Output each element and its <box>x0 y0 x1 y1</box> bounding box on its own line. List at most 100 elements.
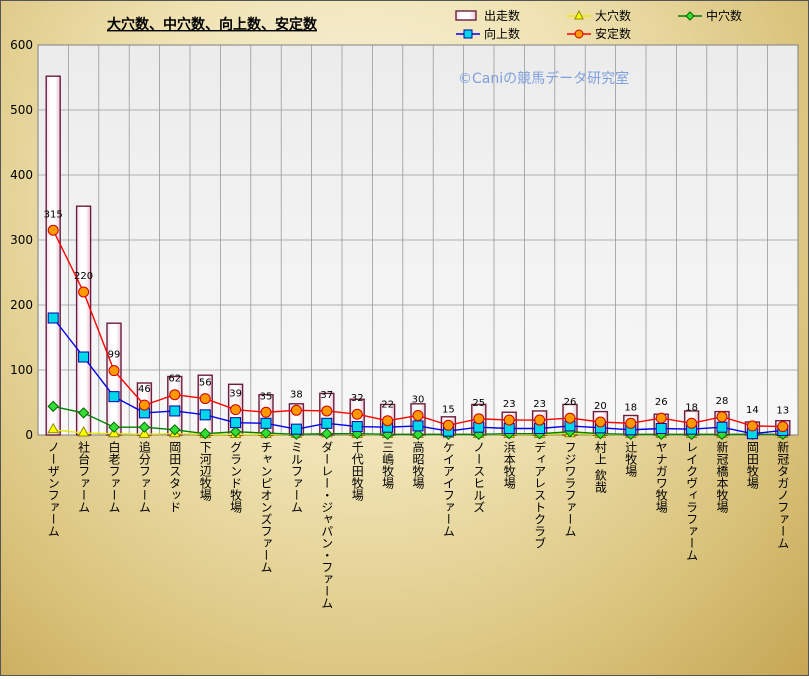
legend-label: 大穴数 <box>595 8 631 23</box>
x-tick-label: 三嶋牧場 <box>381 441 395 490</box>
data-label: 56 <box>199 378 212 389</box>
watermark: ©Caniの競馬データ研究室 <box>458 70 629 87</box>
data-label: 38 <box>290 389 303 400</box>
point-diamond <box>169 424 181 436</box>
data-label: 26 <box>655 397 668 408</box>
legend-label: 中穴数 <box>706 8 742 23</box>
point-circle <box>564 412 576 424</box>
x-tick-label: ノーザンファーム <box>46 441 60 537</box>
point-circle <box>351 408 363 420</box>
point-circle <box>138 399 150 411</box>
point-diamond <box>199 427 211 440</box>
point-square <box>260 417 272 429</box>
y-tick-label: 400 <box>10 168 33 182</box>
legend-marker-circle <box>574 29 584 39</box>
legend-item: 中穴数 <box>678 8 742 23</box>
data-label: 32 <box>351 393 364 404</box>
legend-label: 安定数 <box>595 26 631 41</box>
data-label: 23 <box>503 399 516 410</box>
data-label: 23 <box>533 399 546 410</box>
x-tick-label: レイクヴィラファーム <box>685 441 699 561</box>
x-tick-label: 村上 欽哉 <box>593 441 607 493</box>
bar-1 <box>75 205 92 436</box>
point-circle <box>108 365 120 377</box>
data-label: 46 <box>138 384 151 395</box>
legend-marker-diamond <box>685 11 695 21</box>
x-tick-label: ディアレストクラブ <box>533 441 547 549</box>
x-tick-label: 社台ファーム <box>77 440 91 513</box>
bar-0 <box>45 75 61 436</box>
legend-marker-square <box>463 29 473 39</box>
point-circle <box>290 404 302 416</box>
point-circle <box>382 415 394 427</box>
data-label: 13 <box>776 406 789 417</box>
series-circle <box>47 224 789 433</box>
point-circle <box>412 410 424 421</box>
point-circle <box>746 420 758 432</box>
bar-2 <box>106 322 122 436</box>
data-label: 26 <box>564 397 577 408</box>
legend-item: 大穴数 <box>567 8 631 23</box>
point-square <box>290 423 302 435</box>
data-label: 22 <box>381 400 394 411</box>
point-square <box>169 405 181 417</box>
point-diamond <box>321 427 333 440</box>
point-circle <box>321 405 333 417</box>
point-circle <box>230 404 242 416</box>
data-label: 62 <box>168 374 181 385</box>
chart-title: 大穴数、中穴数、向上数、安定数 <box>107 16 318 33</box>
data-labels: 315 220 99 46 62 56 39 35 38 37 32 22 30 15 25 23 23 26 20… <box>44 209 790 416</box>
x-tick-label: 岡田牧場 <box>745 441 759 490</box>
data-label: 220 <box>74 271 93 282</box>
data-label: 99 <box>108 350 121 361</box>
point-square <box>108 391 120 403</box>
legend-marker-triangle <box>574 9 584 20</box>
x-axis: ノーザンファーム 社台ファーム 白老ファーム 追分ファーム 岡田スタッド 下河辺牧場 グラン… <box>46 440 790 609</box>
point-circle <box>503 414 515 426</box>
x-tick-label: ケイアイファーム <box>441 441 455 537</box>
point-square <box>321 417 333 429</box>
point-circle <box>78 286 90 298</box>
point-diamond <box>138 421 151 433</box>
x-tick-label: 追分ファーム <box>137 440 151 513</box>
x-tick-label: 浜本牧場 <box>502 441 516 490</box>
x-tick-label: 白老ファーム <box>107 440 121 513</box>
point-triangle <box>77 426 90 437</box>
point-diamond <box>412 428 424 441</box>
point-circle <box>777 421 789 433</box>
legend-swatch-bar <box>455 10 477 21</box>
point-circle <box>686 417 698 429</box>
point-circle <box>473 413 485 425</box>
legend-item: 出走数 <box>455 8 520 23</box>
data-label: 315 <box>44 209 63 220</box>
point-diamond <box>229 426 242 438</box>
point-square <box>230 417 242 429</box>
x-tick-label: 岡田スタッド <box>168 441 182 513</box>
data-label: 14 <box>746 405 759 416</box>
data-label: 30 <box>412 395 425 406</box>
point-diamond <box>260 427 272 439</box>
point-circle <box>47 224 59 236</box>
legend-item: 安定数 <box>567 26 631 41</box>
point-diamond <box>47 400 59 413</box>
grid <box>38 45 798 435</box>
legend-label: 向上数 <box>484 26 520 41</box>
point-square <box>351 421 363 433</box>
x-tick-label: 下河辺牧場 <box>198 441 212 502</box>
point-circle <box>594 416 606 428</box>
x-tick-label: ノースヒルズ <box>472 441 486 513</box>
y-tick-label: 500 <box>10 103 33 117</box>
point-square <box>655 423 667 434</box>
x-tick-label: ダーレー・ジャパン・ファーム <box>320 441 334 609</box>
x-tick-label: フジワラファーム <box>563 441 577 537</box>
y-tick-label: 100 <box>10 363 33 377</box>
x-tick-label: 新冠タガノファーム <box>776 440 790 549</box>
x-tick-label: グランド牧場 <box>229 441 243 514</box>
point-circle <box>625 417 637 429</box>
point-circle <box>442 419 454 431</box>
data-label: 18 <box>624 402 637 413</box>
x-tick-label: ヤナガワ牧場 <box>654 441 668 514</box>
point-triangle <box>47 422 60 434</box>
y-axis: 0 100 200 300 400 500 600 <box>10 38 33 442</box>
